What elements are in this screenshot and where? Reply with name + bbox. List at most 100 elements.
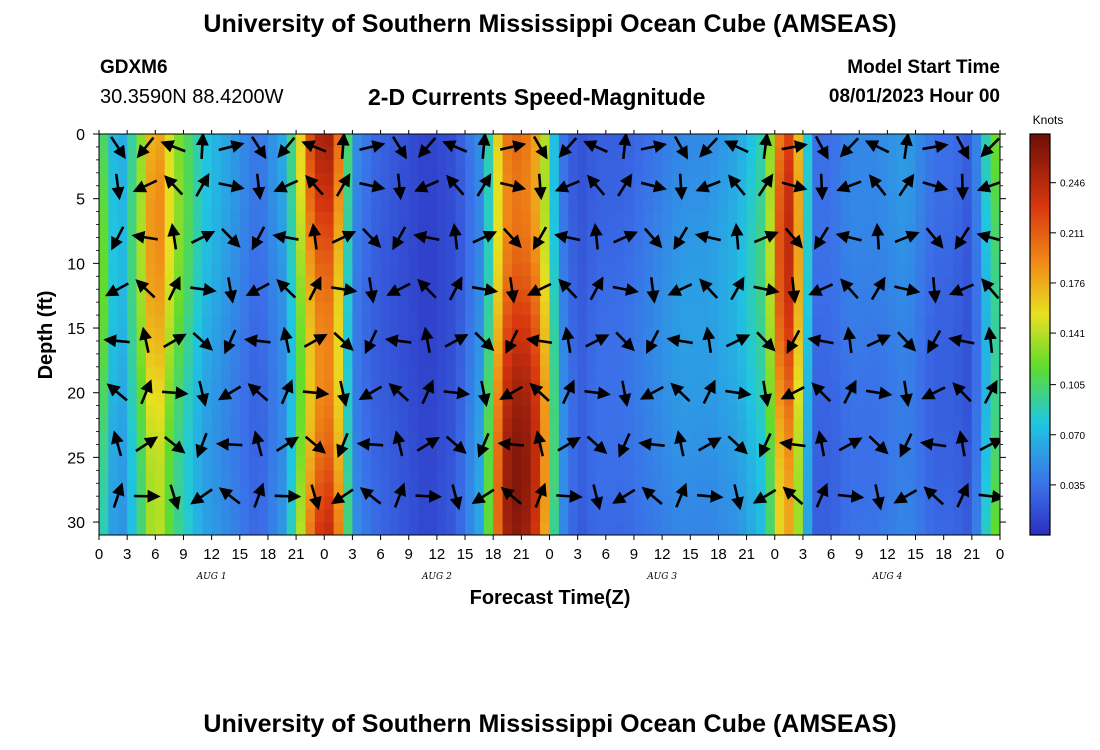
heat-cell bbox=[108, 444, 119, 458]
heat-cell bbox=[136, 172, 147, 187]
heat-cell bbox=[737, 146, 748, 161]
heat-cell bbox=[361, 146, 372, 161]
heat-cell bbox=[859, 522, 870, 535]
heat-cell bbox=[352, 134, 363, 148]
heat-cell bbox=[906, 457, 917, 471]
current-vector bbox=[618, 380, 632, 408]
current-vector bbox=[843, 379, 857, 404]
heat-cell bbox=[915, 289, 926, 303]
heat-cell bbox=[718, 509, 729, 523]
heat-cell bbox=[849, 418, 860, 433]
current-vector bbox=[839, 137, 860, 158]
heat-cell bbox=[549, 431, 560, 446]
heat-cell bbox=[211, 237, 222, 252]
heat-cell bbox=[981, 185, 992, 200]
heat-cell bbox=[343, 211, 354, 226]
heat-cell bbox=[418, 302, 429, 316]
heat-cell bbox=[962, 431, 973, 446]
heat-cell bbox=[962, 366, 973, 381]
heat-cell bbox=[690, 418, 701, 433]
current-vector bbox=[330, 283, 358, 296]
heat-cell bbox=[483, 405, 494, 420]
current-vector bbox=[111, 226, 125, 251]
heat-cell bbox=[343, 379, 354, 394]
heat-cell bbox=[859, 315, 870, 329]
current-vector bbox=[472, 230, 498, 244]
heat-cell bbox=[924, 211, 935, 226]
heat-cell bbox=[277, 353, 288, 368]
heat-cell bbox=[117, 289, 128, 303]
heat-cell bbox=[755, 366, 766, 381]
heat-cell bbox=[755, 457, 766, 471]
heat-cell bbox=[784, 379, 795, 394]
heat-cell bbox=[267, 211, 278, 226]
heat-cell bbox=[174, 353, 185, 368]
heat-cell bbox=[558, 315, 569, 329]
heat-cell bbox=[558, 172, 569, 187]
heat-cell bbox=[408, 172, 419, 187]
x-tick-label: 3 bbox=[573, 546, 581, 563]
heat-cell bbox=[568, 224, 579, 239]
heat-cell bbox=[267, 134, 278, 148]
heat-cell bbox=[136, 431, 147, 446]
heat-cell bbox=[446, 211, 457, 226]
heat-cell bbox=[455, 418, 466, 433]
heat-cell bbox=[718, 134, 729, 148]
heat-cell bbox=[633, 379, 644, 394]
heat-cell bbox=[324, 470, 335, 484]
heat-cell bbox=[662, 444, 673, 458]
heat-cell bbox=[981, 263, 992, 277]
heat-cell bbox=[831, 289, 842, 303]
heat-cell bbox=[502, 172, 513, 187]
heat-cell bbox=[840, 289, 851, 303]
heat-cell bbox=[680, 263, 691, 277]
heat-cell bbox=[737, 379, 748, 394]
heat-cell bbox=[277, 302, 288, 316]
heat-cell bbox=[314, 418, 325, 433]
heat-cell bbox=[812, 224, 823, 239]
heat-cell bbox=[943, 237, 954, 252]
heat-cell bbox=[605, 353, 616, 368]
heat-cell bbox=[352, 392, 363, 407]
heat-cell bbox=[221, 496, 231, 510]
heat-cell bbox=[962, 237, 973, 252]
heat-cell bbox=[483, 444, 494, 458]
heat-cell bbox=[174, 134, 185, 148]
heat-cell bbox=[418, 289, 429, 303]
heat-cell bbox=[709, 328, 720, 342]
heat-cell bbox=[164, 198, 175, 213]
current-vector bbox=[646, 329, 660, 354]
heat-cell bbox=[333, 276, 344, 290]
heat-cell bbox=[981, 172, 992, 187]
heat-cell bbox=[230, 159, 241, 174]
heat-cell bbox=[727, 496, 738, 510]
heat-cell bbox=[577, 250, 588, 264]
heat-cell bbox=[267, 237, 278, 252]
current-vector bbox=[612, 283, 639, 296]
heat-cell bbox=[727, 366, 738, 381]
heat-cell bbox=[296, 431, 307, 446]
heat-cell bbox=[784, 496, 795, 510]
heat-cell bbox=[549, 328, 560, 342]
heat-cell bbox=[239, 172, 250, 187]
heat-cell bbox=[99, 353, 109, 368]
heat-cell bbox=[587, 353, 598, 368]
heat-cell bbox=[145, 211, 156, 226]
heat-cell bbox=[549, 198, 560, 213]
heat-cell bbox=[155, 470, 166, 484]
current-vector bbox=[894, 283, 921, 296]
heat-cell bbox=[211, 185, 222, 200]
heat-cell bbox=[352, 405, 363, 420]
heat-cell bbox=[249, 276, 260, 290]
heat-cell bbox=[906, 211, 917, 226]
heat-cell bbox=[174, 470, 185, 484]
heat-cell bbox=[652, 418, 663, 433]
heat-cell bbox=[296, 159, 307, 174]
heat-cell bbox=[962, 276, 973, 290]
heat-cell bbox=[624, 289, 635, 303]
current-vector bbox=[417, 278, 437, 299]
heat-cell bbox=[577, 263, 588, 277]
heat-cell bbox=[774, 276, 785, 290]
heat-cell bbox=[258, 509, 269, 523]
current-vector bbox=[414, 179, 440, 193]
